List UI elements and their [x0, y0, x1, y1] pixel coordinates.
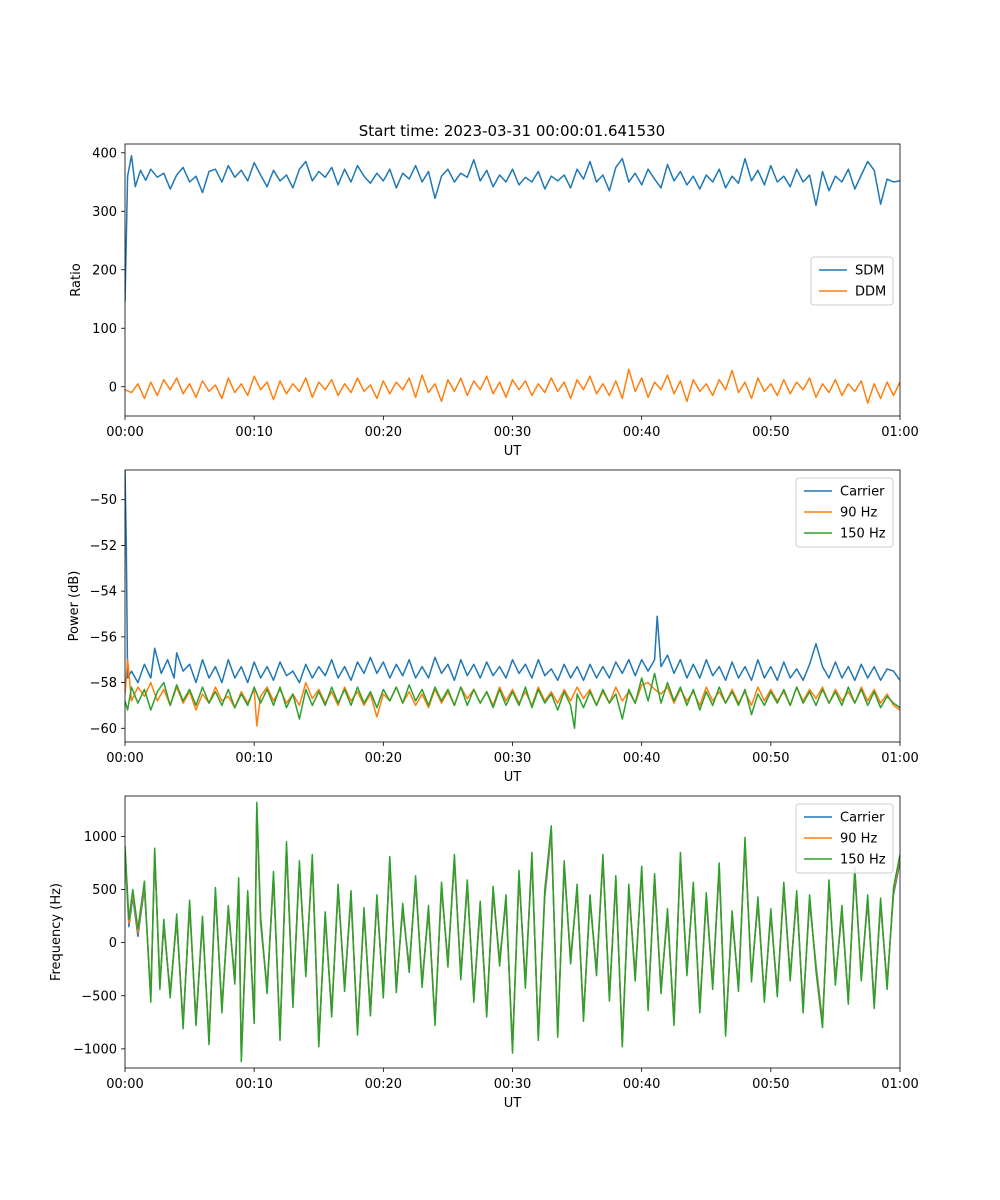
figure-title: Start time: 2023-03-31 00:00:01.641530 [359, 122, 665, 140]
plot-area [125, 470, 900, 730]
y-axis-label: Frequency (Hz) [49, 883, 64, 981]
legend-entry: 150 Hz [840, 853, 886, 868]
legend-entry: 90 Hz [840, 832, 877, 847]
y-tick-label: −58 [90, 676, 117, 691]
x-tick-label: 00:40 [623, 1077, 660, 1092]
series-line-150-hz [125, 672, 900, 730]
x-tick-label: 01:00 [881, 751, 918, 766]
y-tick-label: −54 [90, 585, 117, 600]
frequency-panel: 00:00 00:10 00:20 00:30 00:40 00:50 01:00 1000 5… [49, 795, 919, 1111]
y-tick-label: −52 [90, 539, 117, 554]
x-axis-label: UT [504, 1096, 522, 1111]
x-tick-label: 00:50 [752, 425, 789, 440]
legend-box [810, 256, 894, 306]
y-axis-label: Power (dB) [67, 571, 82, 642]
y-tick-label: −50 [90, 493, 117, 508]
legend-entry: DDM [855, 285, 886, 300]
legend: SDM DDM [810, 256, 894, 306]
y-tick-label: 1000 [84, 830, 117, 845]
x-tick-label: 00:40 [623, 751, 660, 766]
x-tick-label: 00:00 [106, 751, 143, 766]
x-tick-label: 00:30 [494, 425, 531, 440]
y-tick-label: 200 [92, 263, 117, 278]
legend-box [795, 803, 894, 874]
series-line-sdm [125, 154, 900, 302]
y-tick-label: 300 [92, 205, 117, 220]
y-axis-label: Ratio [69, 263, 84, 296]
y-tick-label: −60 [90, 722, 117, 737]
x-tick-label: 00:50 [752, 751, 789, 766]
x-tick-label: 00:20 [365, 425, 402, 440]
y-tick-label: −500 [81, 989, 117, 1004]
series-line-ddm [125, 368, 900, 404]
power-panel: 00:00 00:10 00:20 00:30 00:40 00:50 01:00 −50 −5… [67, 469, 919, 785]
x-axis-label: UT [504, 770, 522, 785]
legend-entry: 90 Hz [840, 506, 877, 521]
legend-entry: SDM [855, 264, 884, 279]
ratio-panel: 00:00 00:10 00:20 00:30 00:40 00:50 01:00 0 100 2… [69, 143, 919, 459]
x-tick-label: 00:10 [235, 425, 272, 440]
x-tick-label: 01:00 [881, 1077, 918, 1092]
x-tick-label: 00:50 [752, 1077, 789, 1092]
x-tick-label: 00:40 [623, 425, 660, 440]
legend: Carrier 90 Hz 150 Hz [795, 803, 894, 874]
series-line-150-hz [125, 801, 900, 1063]
legend-entry: Carrier [840, 485, 885, 500]
x-tick-label: 00:00 [106, 1077, 143, 1092]
x-tick-label: 00:30 [494, 751, 531, 766]
y-tick-label: −1000 [73, 1042, 117, 1057]
series-line-carrier [125, 470, 900, 684]
legend-box [795, 477, 894, 548]
y-tick-label: 100 [92, 322, 117, 337]
plot-area [125, 801, 900, 1063]
y-tick-label: 400 [92, 146, 117, 161]
x-tick-label: 00:30 [494, 1077, 531, 1092]
x-tick-label: 00:20 [365, 751, 402, 766]
x-axis-label: UT [504, 444, 522, 459]
x-tick-label: 01:00 [881, 425, 918, 440]
legend: Carrier 90 Hz 150 Hz [795, 477, 894, 548]
y-tick-label: −56 [90, 630, 117, 645]
legend-entry: Carrier [840, 811, 885, 826]
x-tick-label: 00:20 [365, 1077, 402, 1092]
y-tick-label: 0 [109, 380, 117, 395]
y-tick-label: 0 [109, 936, 117, 951]
x-tick-label: 00:10 [235, 751, 272, 766]
y-tick-label: 500 [92, 883, 117, 898]
x-tick-label: 00:00 [106, 425, 143, 440]
plot-area [125, 154, 900, 404]
legend-entry: 150 Hz [840, 527, 886, 542]
x-tick-label: 00:10 [235, 1077, 272, 1092]
